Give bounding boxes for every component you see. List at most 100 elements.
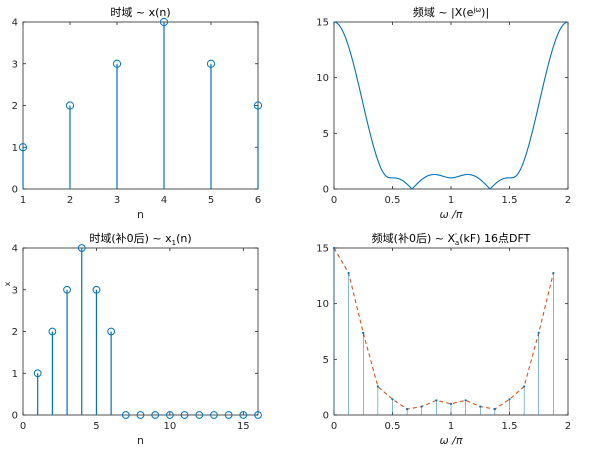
stem-marker xyxy=(18,143,28,152)
y-tick-label: 5 xyxy=(323,129,329,140)
stem-marker xyxy=(151,411,160,419)
x-tick-label: 1 xyxy=(20,195,26,206)
y-tick-label: 3 xyxy=(12,59,18,70)
title-text: 频域(补0后) ~ X xyxy=(372,231,456,245)
title-subscript: a xyxy=(455,239,459,247)
x-tick-label: 2 xyxy=(67,195,73,206)
stem-marker xyxy=(92,285,101,294)
title-superscript: ' xyxy=(455,232,457,240)
stem-marker xyxy=(159,17,169,27)
dft-stem-marker xyxy=(435,399,438,402)
magnitude-curve xyxy=(333,21,569,190)
y-tick-label: 4 xyxy=(12,244,18,255)
x-tick-label: 15 xyxy=(237,421,250,432)
chart-title: 时域 ~ x(n) xyxy=(110,6,170,19)
stem-marker xyxy=(195,411,204,419)
dft-stem-marker xyxy=(347,271,350,275)
axes-box xyxy=(333,21,569,190)
x-tick-label: 1 xyxy=(448,195,454,206)
y-tick-label: 5 xyxy=(323,355,329,366)
stem-marker xyxy=(254,411,262,419)
dft-stem-marker xyxy=(420,405,423,408)
title-subscript: 1 xyxy=(172,239,176,247)
title-text-tail: (n) xyxy=(176,232,192,245)
y-tick-label: 4 xyxy=(12,18,18,29)
stem-marker xyxy=(48,327,57,336)
y-tick-label: 15 xyxy=(316,244,329,255)
x-tick-label: 5 xyxy=(93,421,99,432)
title-text-tail: (kF) 16点DFT xyxy=(459,232,530,245)
y-tick-label: 0 xyxy=(12,185,18,196)
stem-marker xyxy=(63,285,71,294)
stem-marker xyxy=(112,59,122,68)
y-tick-label: 3 xyxy=(12,285,18,296)
x-tick-label: 0 xyxy=(331,195,337,206)
x-tick-label: 0.5 xyxy=(385,195,401,206)
x-tick-label: 10 xyxy=(164,421,177,432)
chart-title: 时域(补0后) ~ x1(n) xyxy=(89,232,191,247)
title-text: 时域 ~ x(n) xyxy=(110,6,170,19)
x-tick-label: 1.5 xyxy=(502,195,518,206)
stem-marker xyxy=(136,411,145,419)
x-tick-label: 6 xyxy=(255,195,261,206)
y-tick-label: 15 xyxy=(316,18,329,29)
x-axis-label: n xyxy=(137,434,144,447)
x-tick-label: 5 xyxy=(208,195,214,206)
dft-stem-marker xyxy=(362,331,365,334)
x-axis-label: ω /π xyxy=(439,208,462,221)
dft-stem-marker xyxy=(449,402,453,405)
x-tick-label: 1 xyxy=(448,421,454,432)
stem-marker xyxy=(253,101,263,110)
dft-stem-marker xyxy=(406,407,409,411)
x-tick-label: 0.5 xyxy=(385,421,401,432)
subplot-dft-16-point: 0 0.5 1 1.5 2 0 5 10 15 ω /π 频域(补0后) ~ X' a(kF) 16点… xyxy=(316,231,571,447)
y-tick-label: 0 xyxy=(323,411,329,422)
stem-marker xyxy=(165,411,174,419)
title-text: 时域(补0后) ~ x xyxy=(89,232,172,245)
dft-stem-marker xyxy=(464,399,467,402)
dft-stem-marker xyxy=(537,331,540,334)
dft-stem-marker xyxy=(391,398,394,401)
dft-envelope-line xyxy=(333,247,554,410)
axes-box xyxy=(22,21,259,190)
y-tick-label: 10 xyxy=(316,73,329,84)
x-tick-label: 3 xyxy=(114,195,120,206)
chart-title: 频域 ~ |X(ejω)| xyxy=(413,5,489,19)
dft-stem-marker xyxy=(508,398,511,401)
title-superscript: jω xyxy=(472,6,481,14)
dft-stem-marker xyxy=(493,407,496,411)
stem-marker xyxy=(33,369,42,378)
dft-stem-marker xyxy=(376,385,379,388)
y-tick-label: 10 xyxy=(316,299,329,310)
y-tick-label: 2 xyxy=(12,101,18,112)
stem-marker xyxy=(180,411,189,419)
x-tick-label: 0 xyxy=(20,421,26,432)
y-tick-label: 0 xyxy=(323,185,329,196)
dft-stem-marker xyxy=(479,405,482,408)
x-axis-label: ω /π xyxy=(439,434,462,447)
dft-stem-marker xyxy=(332,246,336,250)
stem-marker xyxy=(206,59,216,68)
y-tick-label: 2 xyxy=(12,327,18,338)
x-tick-label: 0 xyxy=(331,421,337,432)
title-text: 频域 ~ |X(e xyxy=(413,5,474,19)
stem-marker xyxy=(65,101,75,110)
dft-stem-marker xyxy=(552,271,555,275)
y-tick-label: 1 xyxy=(12,369,18,380)
stem-marker xyxy=(77,244,86,252)
x-tick-label: 4 xyxy=(161,195,167,206)
x-tick-label: 2 xyxy=(565,195,571,206)
y-tick-label: 0 xyxy=(12,411,18,422)
x-tick-label: 2 xyxy=(565,421,571,432)
stem-marker xyxy=(224,411,233,419)
y-tick-label: 1 xyxy=(12,143,18,154)
axes-box xyxy=(22,247,259,416)
stem-marker xyxy=(239,411,248,419)
stem-marker xyxy=(121,411,130,419)
stem-marker xyxy=(210,411,218,419)
x-axis-label: n xyxy=(137,208,144,221)
stem-marker xyxy=(107,327,116,336)
